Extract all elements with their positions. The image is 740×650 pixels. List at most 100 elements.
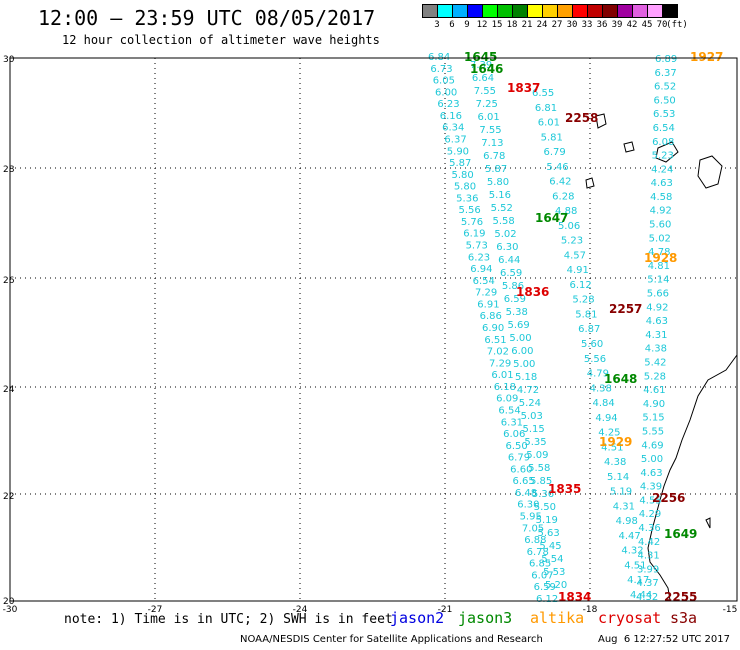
track-d-value: 5.23: [652, 151, 674, 162]
track-a-value: 6.12: [536, 594, 558, 605]
track-c-value: 5.60: [581, 339, 603, 350]
pass-time-cryosat: 1836: [516, 285, 549, 299]
track-d-value: 4.32: [636, 592, 658, 603]
track-a-value: 6.88: [524, 535, 546, 546]
track-b-value: 4.72: [517, 385, 539, 396]
scale-swatch: [452, 4, 468, 18]
track-b-value: 5.36: [532, 489, 554, 500]
track-a-value: 5.87: [449, 158, 471, 169]
scale-swatch: [527, 4, 543, 18]
track-b-value: 5.50: [534, 502, 556, 513]
track-c-value: 4.47: [618, 531, 640, 542]
track-d-value: 5.28: [644, 371, 666, 382]
track-d-value: 5.66: [647, 289, 669, 300]
page-title: 12:00 – 23:59 UTC 08/05/2017: [38, 6, 376, 30]
scale-swatch: [617, 4, 633, 18]
track-c-value: 6.87: [578, 324, 600, 335]
track-d-value: 4.55: [639, 495, 661, 506]
track-d-value: 4.38: [645, 344, 667, 355]
track-d-value: 6.52: [654, 82, 676, 93]
pass-time-s3a: 2255: [664, 590, 697, 604]
track-c-value: 4.79: [587, 369, 609, 380]
lat-tick-label: 24: [3, 385, 15, 395]
track-c-value: 5.23: [561, 236, 583, 247]
track-d-value: 4.90: [643, 399, 665, 410]
scale-label: 21: [521, 20, 533, 30]
pass-time-cryosat: 1835: [548, 482, 581, 496]
satellite-legend-altika: altika: [530, 609, 585, 627]
track-a-value: 6.91: [477, 299, 499, 310]
track-b-value: 5.52: [491, 203, 513, 214]
track-b-value: 5.00: [509, 333, 531, 344]
track-a-value: 6.01: [491, 370, 513, 381]
pass-time-jason3: 1648: [604, 372, 637, 386]
axis-tick-labels: -30 -27 -24 -21 -18 -15 30 28 26 24 22 20: [3, 55, 738, 615]
scale-swatch: [572, 4, 588, 18]
scale-label: 12: [476, 20, 488, 30]
track-d-value: 6.54: [653, 123, 675, 134]
scale-label: 6: [449, 20, 455, 30]
track-d-value: 6.37: [655, 68, 677, 79]
track-a-value: 6.85: [529, 559, 551, 570]
scale-swatch: [632, 4, 648, 18]
color-scale-legend: [422, 4, 678, 18]
track-b-value: 5.35: [524, 437, 546, 448]
track-a-value: 6.23: [468, 252, 490, 263]
track-d-value: 4.92: [646, 302, 668, 313]
track-d-value: 6.50: [654, 95, 676, 106]
scale-label: 30: [566, 20, 578, 30]
map-grid: [10, 58, 737, 601]
track-a-value: 6.34: [442, 123, 464, 134]
track-d-value: 5.02: [649, 233, 671, 244]
scale-label: 27: [551, 20, 563, 30]
track-a-value: 6.59: [534, 582, 556, 593]
coast-feature: [705, 517, 711, 529]
track-d-value: 5.60: [649, 220, 671, 231]
track-c-value: 4.25: [598, 428, 620, 439]
track-a-value: 6.50: [505, 441, 527, 452]
track-c-value: 4.91: [567, 265, 589, 276]
track-a-value: 6.30: [517, 500, 539, 511]
scale-label: 45: [641, 20, 653, 30]
track-a-value: 5.80: [451, 170, 473, 181]
track-b-value: 6.59: [504, 294, 526, 305]
pass-time-jason3: 1649: [664, 527, 697, 541]
scale-swatch: [587, 4, 603, 18]
track-a-value: 6.06: [503, 429, 525, 440]
track-d-value: 5.00: [641, 454, 663, 465]
track-b-value: 5.20: [545, 580, 567, 591]
track-b-value: 6.78: [483, 151, 505, 162]
lat-tick-label: 26: [3, 276, 15, 286]
track-a-value: 5.95: [520, 512, 542, 523]
track-d-value: 4.81: [648, 261, 670, 272]
track-c-value: 4.38: [590, 383, 612, 394]
track-c-value: 5.81: [575, 309, 597, 320]
track-c-value: 4.17: [627, 575, 649, 586]
track-d-value: 4.36: [638, 523, 660, 534]
pass-time-altika: 1927: [690, 50, 723, 64]
track-b-value: 5.09: [526, 450, 548, 461]
timestamp: Aug 6 12:27:52 UTC 2017: [598, 634, 730, 645]
track-b-value: 5.24: [519, 398, 541, 409]
track-b-value: 5.86: [502, 281, 524, 292]
track-d-value: 4.29: [639, 509, 661, 520]
scale-swatch: [647, 4, 663, 18]
lat-tick-label: 22: [3, 492, 14, 502]
pass-time-s3a: 2257: [609, 302, 642, 316]
scale-label: 42: [626, 20, 638, 30]
track-a-value: 6.79: [508, 453, 530, 464]
track-b-value: 5.16: [489, 190, 511, 201]
track-a-value: 6.37: [444, 134, 466, 145]
track-a-value: 6.19: [463, 229, 485, 240]
track-c-value: 5.81: [541, 132, 563, 143]
track-a-value: 6.07: [531, 570, 553, 581]
track-a-value: 7.05: [522, 523, 544, 534]
track-c-value: 5.14: [607, 472, 629, 483]
track-a-value: 6.94: [470, 264, 492, 275]
track-b-value: 6.30: [496, 242, 518, 253]
track-d-value: 4.78: [648, 247, 670, 258]
track-b-value: 5.45: [539, 541, 561, 552]
track-a-value: 6.73: [430, 64, 452, 75]
track-a-value: 5.90: [447, 146, 469, 157]
track-b-value: 5.87: [485, 164, 507, 175]
